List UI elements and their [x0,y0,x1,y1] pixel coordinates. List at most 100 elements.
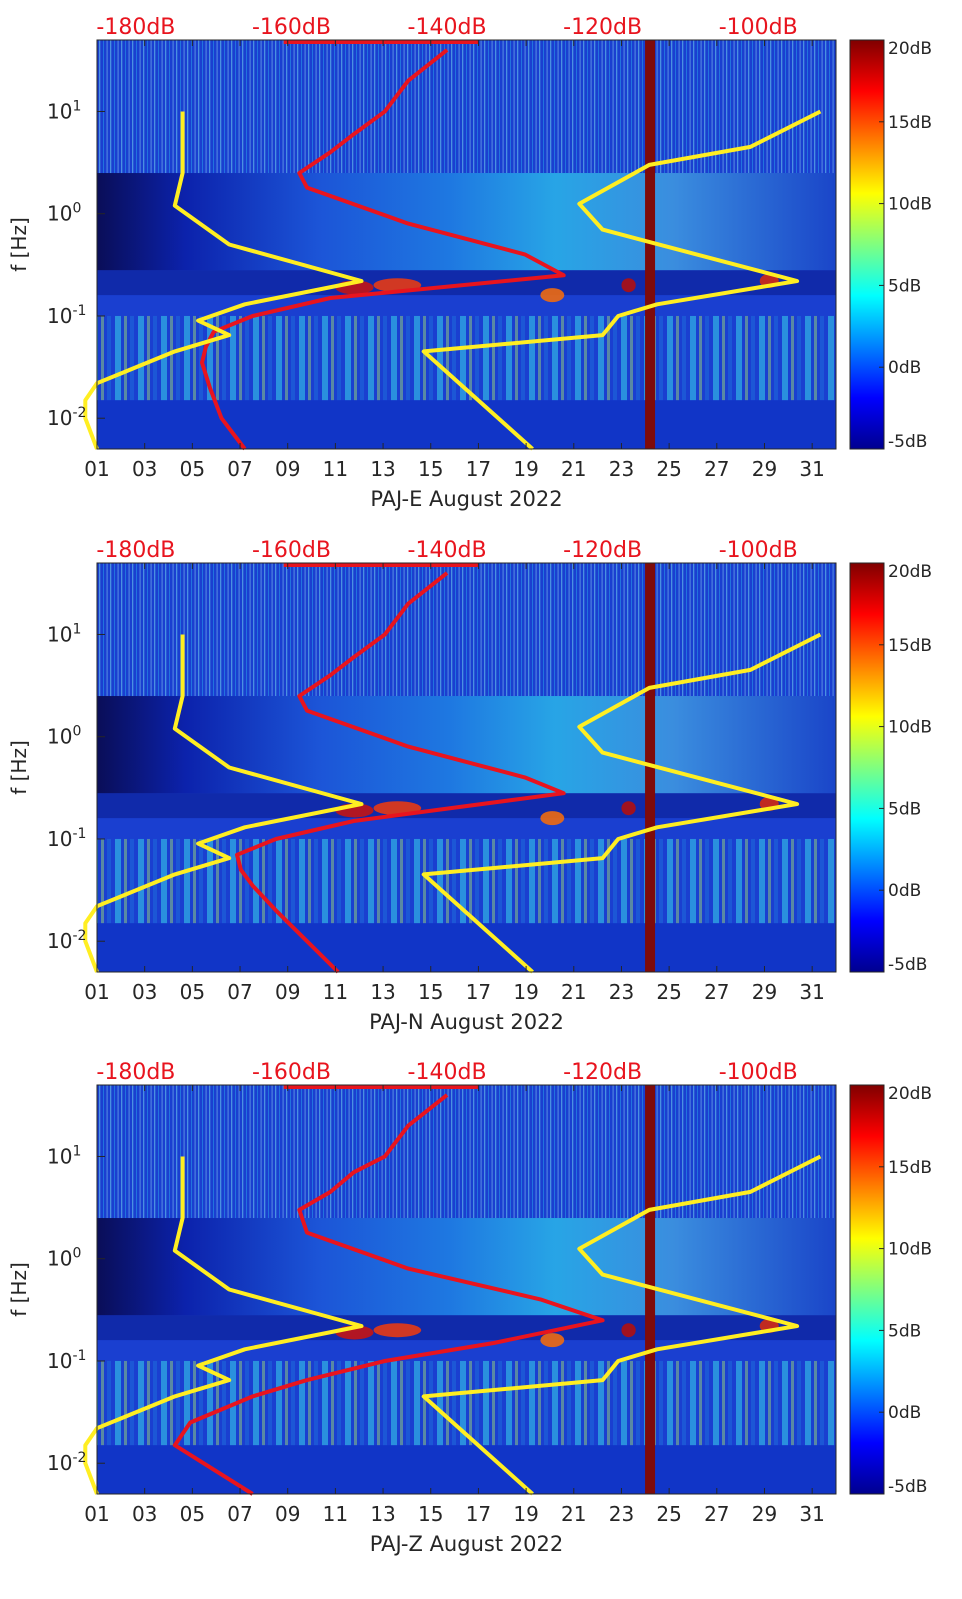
top-db-label: -180dB [96,15,175,40]
x-tick-label: 05 [180,457,205,481]
top-db-label: -160dB [252,538,331,563]
panels-layer: 01 03 05 07 09 11 13 15 17 19 21 23 25 27 29 31 PAJ-E Au… [7,15,932,1556]
x-tick-label: 31 [799,457,824,481]
y-axis-label: f [Hz] [7,1262,31,1317]
x-tick-label: 15 [418,980,443,1004]
curve-yellow-low [83,111,364,450]
x-tick-label: 17 [466,457,491,481]
colorbar-label: 0dB [888,1403,921,1423]
colorbar-label: 10dB [888,195,932,215]
x-tick-label: 19 [513,980,538,1004]
colorbar-label: 0dB [888,881,921,901]
chart-panel-1: 01 03 05 07 09 11 13 15 17 19 21 23 25 27 29 31 PAJ-E Au… [7,15,932,511]
y-tick-label: 100 [47,724,81,749]
data-gap-band [645,1085,656,1494]
top-db-label: -120dB [563,1060,642,1085]
x-tick-label: 11 [323,1502,348,1526]
colorbar-label: -5dB [888,432,927,452]
x-tick-label: 27 [704,980,729,1004]
x-tick-label: 01 [84,457,109,481]
curve-yellow-low [83,1156,364,1495]
x-tick-label: 27 [704,1502,729,1526]
x-tick-label: 23 [609,457,634,481]
x-tick-label: 07 [227,1502,252,1526]
x-tick-label: 07 [227,457,252,481]
colorbar-label: 15dB [888,113,932,133]
primary-band-shade [97,270,836,296]
x-tick-label: 11 [323,980,348,1004]
x-tick-label: 31 [799,1502,824,1526]
top-db-label: -180dB [96,538,175,563]
x-tick-label: 05 [180,1502,205,1526]
colorbar-label: 20dB [888,1084,932,1104]
high-frequency-streaks [97,40,836,174]
energy-patch-3 [540,288,565,303]
lowest-band-shade [97,923,836,972]
y-tick-label: 10-2 [47,1450,86,1475]
colorbar [849,1084,885,1495]
high-frequency-streaks [97,1085,836,1219]
data-gap-band [645,40,656,449]
x-tick-label: 15 [418,1502,443,1526]
top-db-label: -100dB [719,538,798,563]
x-tick-label: 29 [752,457,777,481]
x-tick-label: 25 [656,1502,681,1526]
data-gap-band [645,563,656,972]
x-tick-label: 21 [561,457,586,481]
top-db-label: -140dB [408,15,487,40]
colorbar-label: -5dB [888,1477,927,1497]
x-tick-label: 25 [656,457,681,481]
top-db-label: -120dB [563,538,642,563]
x-tick-label: 27 [704,457,729,481]
x-tick-label: 17 [466,1502,491,1526]
energy-patch-4 [621,278,636,293]
x-tick-label: 15 [418,457,443,481]
colorbar-label: 10dB [888,718,932,738]
y-axis-label: f [Hz] [7,740,31,795]
x-tick-label: 13 [370,457,395,481]
colorbar-label: 5dB [888,1321,921,1341]
colorbar-label: 20dB [888,562,932,582]
colorbar-label: 15dB [888,1158,932,1178]
colorbar-label: 5dB [888,799,921,819]
top-db-label: -160dB [252,15,331,40]
curve-yellow-high [421,109,822,451]
x-tick-label: 07 [227,980,252,1004]
microseism-band [97,1218,836,1316]
x-tick-label: 03 [132,1502,157,1526]
y-tick-label: 100 [47,1246,81,1271]
x-tick-label: 23 [609,1502,634,1526]
primary-band-shade [97,1315,836,1341]
colorbar [849,39,885,450]
energy-patch-3 [540,1333,565,1348]
axes-frame [96,39,837,450]
top-db-label: -100dB [719,15,798,40]
x-tick-label: 13 [370,1502,395,1526]
x-axis-label: PAJ-E August 2022 [370,487,562,511]
colorbar-label: 15dB [888,636,932,656]
y-tick-label: 10-2 [47,928,86,953]
y-tick-label: 101 [47,1143,81,1168]
x-tick-label: 23 [609,980,634,1004]
x-tick-label: 31 [799,980,824,1004]
x-tick-label: 21 [561,1502,586,1526]
top-db-label: -160dB [252,1060,331,1085]
top-db-label: -180dB [96,1060,175,1085]
x-tick-label: 09 [275,1502,300,1526]
x-tick-label: 25 [656,980,681,1004]
y-tick-label: 101 [47,621,81,646]
x-tick-label: 11 [323,457,348,481]
x-tick-label: 19 [513,457,538,481]
y-tick-label: 10-1 [47,826,86,851]
top-db-label: -140dB [408,538,487,563]
top-db-label: -120dB [563,15,642,40]
x-tick-label: 03 [132,457,157,481]
curve-red-psd [200,48,566,451]
x-tick-label: 29 [752,980,777,1004]
x-tick-label: 09 [275,457,300,481]
x-axis-label: PAJ-N August 2022 [369,1010,564,1034]
x-tick-label: 03 [132,980,157,1004]
y-tick-label: 10-1 [47,1348,86,1373]
energy-patch-4 [621,801,636,816]
axes-frame [96,1084,837,1495]
